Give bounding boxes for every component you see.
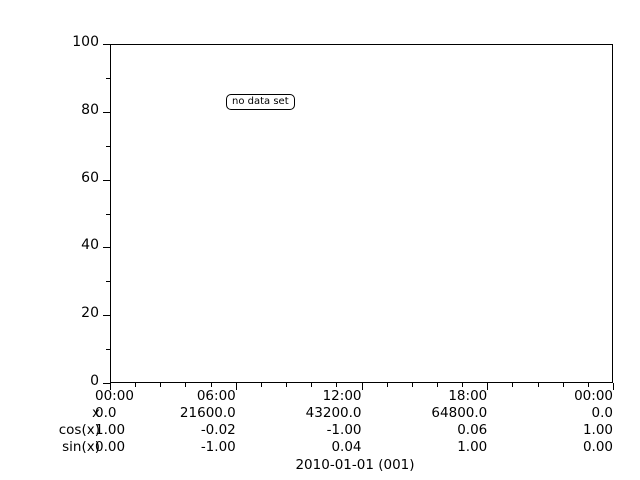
y-tick-mark	[103, 179, 110, 181]
y-tick-label: 80	[81, 101, 99, 118]
x-tick-mark	[386, 383, 388, 387]
x-tick-mark	[587, 383, 589, 387]
table-cell: 43200.0	[305, 405, 362, 421]
table-cell: 00:00	[95, 388, 134, 404]
x-tick-mark	[411, 383, 413, 387]
x-tick-mark	[235, 383, 237, 390]
table-cell: 0.00	[582, 439, 613, 455]
table-cell: 0.00	[95, 439, 126, 455]
table-row-label: x	[92, 405, 100, 421]
table-row-label: cos(x)	[58, 422, 100, 438]
table-cell: 1.00	[95, 422, 126, 438]
table-cell: 21600.0	[179, 405, 236, 421]
legend-box[interactable]: no data set	[226, 94, 295, 110]
y-tick-mark	[103, 111, 110, 113]
data-table: 00:00 06:00 12:00 18:00 00:00 x 0.0 21600.0 4320…	[0, 388, 640, 456]
y-tick-mark	[103, 247, 110, 249]
table-row: cos(x) 1.00 -0.02 -1.00 0.06 1.00	[0, 422, 640, 439]
y-tick-mark	[103, 383, 110, 384]
x-tick-mark	[260, 383, 262, 387]
x-tick-mark	[487, 383, 489, 390]
y-tick-label: 100	[72, 34, 99, 50]
table-row-label: sin(x)	[62, 439, 100, 455]
table-cell: -1.00	[326, 422, 362, 438]
y-tick-mark	[106, 77, 110, 79]
table-cell: 06:00	[196, 388, 236, 404]
table-row: 00:00 06:00 12:00 18:00 00:00	[0, 388, 640, 405]
y-tick-label: 0	[90, 373, 99, 389]
y-tick-label: 40	[81, 237, 99, 254]
x-tick-mark	[613, 383, 614, 390]
table-cell: -0.02	[200, 422, 236, 438]
legend-label: no data set	[232, 96, 289, 107]
table-cell: 1.00	[582, 422, 613, 438]
table-cell: 1.00	[457, 439, 488, 455]
table-cell: -1.00	[200, 439, 236, 455]
table-row: sin(x) 0.00 -1.00 0.04 1.00 0.00	[0, 439, 640, 456]
table-cell: 00:00	[574, 388, 613, 404]
y-tick-label: 60	[81, 169, 99, 186]
x-tick-mark	[436, 383, 438, 387]
x-tick-mark	[110, 383, 111, 390]
x-tick-mark	[537, 383, 539, 387]
x-tick-mark	[361, 383, 363, 390]
y-tick-mark	[106, 145, 110, 147]
x-tick-mark	[562, 383, 564, 387]
y-tick-label: 20	[81, 305, 99, 322]
table-cell: 0.06	[457, 422, 488, 438]
x-axis-caption: 2010-01-01 (001)	[0, 457, 640, 473]
x-tick-mark	[135, 383, 137, 387]
y-tick-mark	[106, 349, 110, 351]
y-tick-mark	[106, 213, 110, 215]
x-tick-mark	[185, 383, 187, 387]
table-cell: 0.0	[591, 405, 613, 421]
x-tick-mark	[210, 383, 212, 387]
x-tick-mark	[286, 383, 288, 387]
y-tick-mark	[103, 315, 110, 317]
caption-text: 2010-01-01 (001)	[295, 457, 415, 473]
table-cell: 12:00	[322, 388, 362, 404]
x-axis	[110, 383, 614, 413]
table-cell: 64800.0	[431, 405, 488, 421]
x-tick-mark	[462, 383, 464, 387]
table-row: x 0.0 21600.0 43200.0 64800.0 0.0	[0, 405, 640, 422]
y-tick-mark	[103, 44, 110, 45]
x-tick-mark	[512, 383, 514, 387]
plot-area[interactable]: no data set	[110, 44, 613, 383]
y-axis: 0 20 40 60 80 100	[0, 35, 110, 388]
y-tick-mark	[106, 281, 110, 283]
x-tick-mark	[336, 383, 338, 387]
table-cell: 18:00	[448, 388, 488, 404]
table-cell: 0.0	[95, 405, 117, 421]
table-cell: 0.04	[331, 439, 362, 455]
x-tick-mark	[311, 383, 313, 387]
x-tick-mark	[160, 383, 162, 387]
